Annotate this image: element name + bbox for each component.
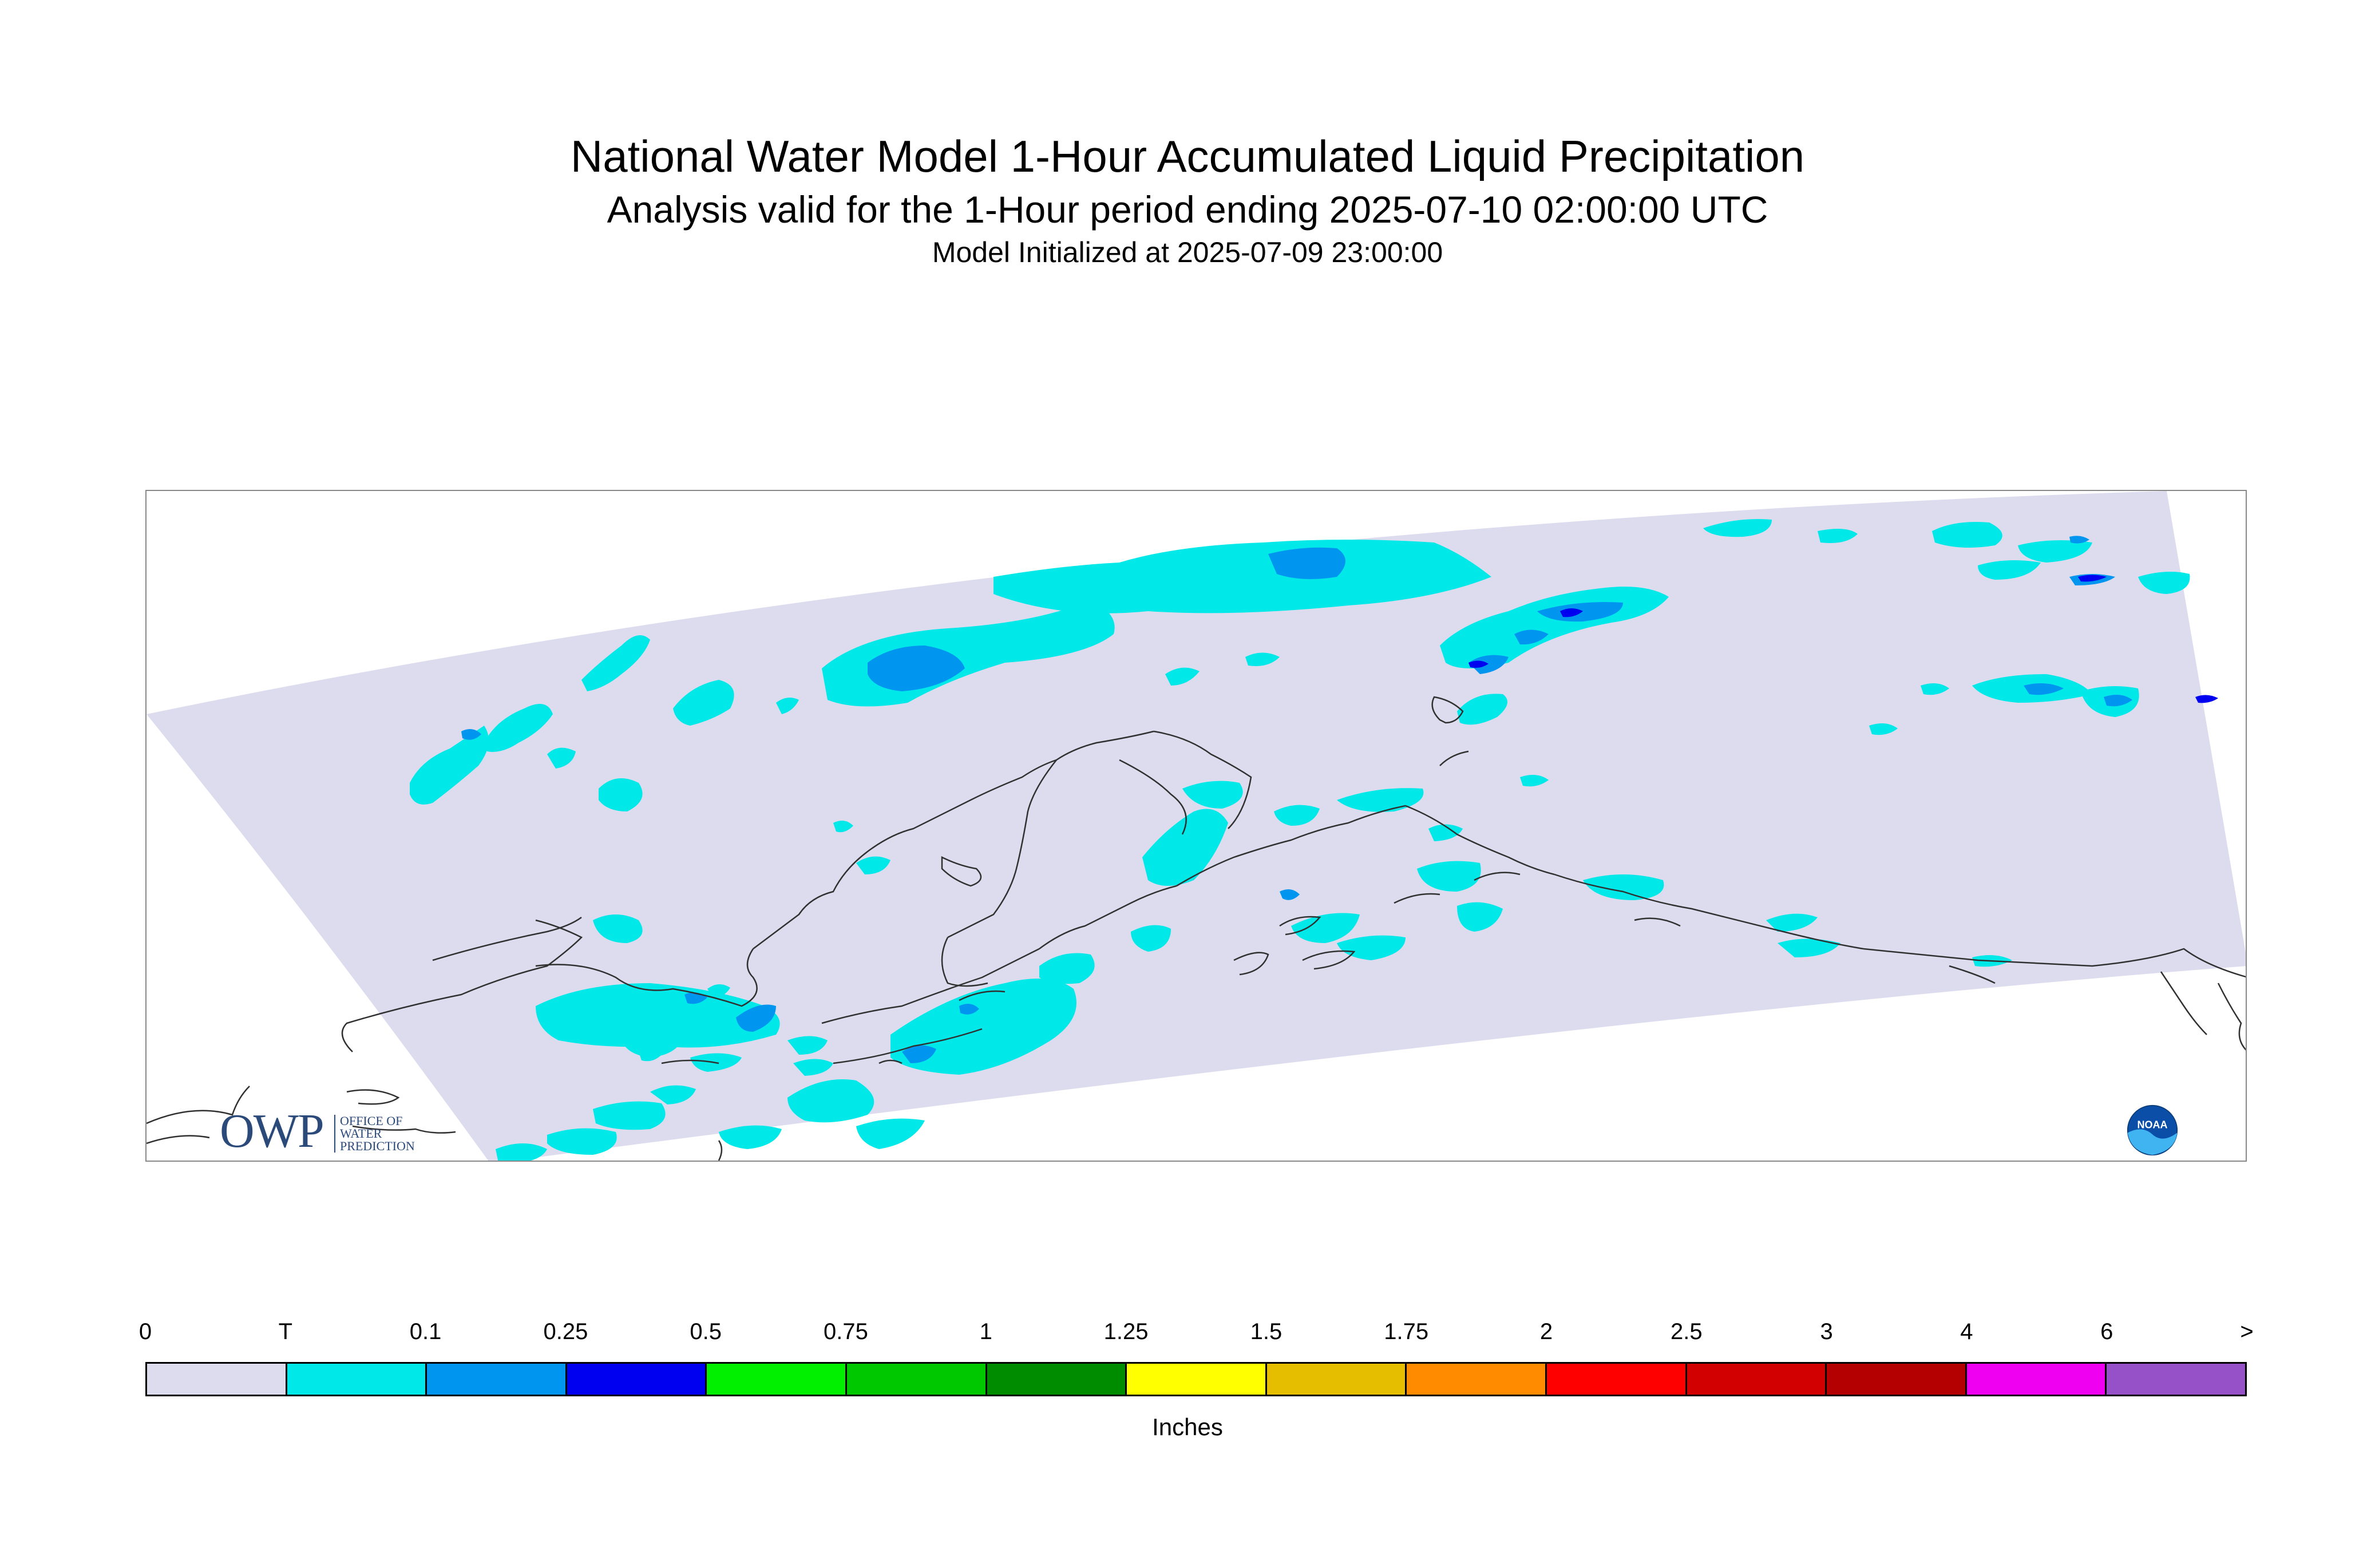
colorbar-swatch xyxy=(2107,1364,2245,1395)
owp-logo-line: WATER xyxy=(340,1126,382,1141)
colorbar-swatch xyxy=(1266,1364,1407,1395)
noaa-logo-icon: NOAA xyxy=(2127,1104,2178,1156)
colorbar-units: Inches xyxy=(1152,1413,1223,1440)
colorbar-swatch xyxy=(1827,1364,1967,1395)
colorbar-tick-label: T xyxy=(278,1319,293,1344)
precip-light-areas xyxy=(461,536,2132,1063)
precip-moderate-areas xyxy=(1468,575,2218,703)
colorbar-tick-label: 0 xyxy=(138,1319,152,1344)
colorbar-tick-label: 1.25 xyxy=(1103,1319,1149,1344)
colorbar-tick-label: 1.5 xyxy=(1250,1319,1282,1344)
colorbar-tick-label: 1 xyxy=(979,1319,992,1344)
colorbar-tick-label: 2 xyxy=(1539,1319,1553,1344)
colorbar-swatch xyxy=(1546,1364,1687,1395)
colorbar-tick-label: 0.5 xyxy=(690,1319,722,1344)
colorbar-swatch xyxy=(987,1364,1127,1395)
init-time-line: Model Initialized at 2025-07-09 23:00:00 xyxy=(932,236,1443,268)
colorbar-tick-label: 3 xyxy=(1820,1319,1833,1344)
owp-logo-line: PREDICTION xyxy=(340,1139,415,1153)
colorbar-swatch xyxy=(1966,1364,2107,1395)
colorbar-tick-label: 1.75 xyxy=(1384,1319,1429,1344)
colorbar-tick-label: 4 xyxy=(1960,1319,1973,1344)
colorbar-tick-label: 0.25 xyxy=(543,1319,588,1344)
coastlines xyxy=(147,696,2246,1161)
colorbar-swatch xyxy=(707,1364,847,1395)
colorbar xyxy=(145,1362,2247,1396)
colorbar-labels: 0 T 0.1 0.25 0.5 0.75 1 1.25 1.5 1.75 2 2.5 3 4 6 > xyxy=(139,1319,2254,1353)
colorbar-swatch xyxy=(1687,1364,1827,1395)
precipitation-map: OWP OFFICE OF WATER PREDICTION NOAA xyxy=(145,490,2247,1162)
owp-logo-text: OFFICE OF WATER PREDICTION xyxy=(334,1115,449,1153)
colorbar-swatch xyxy=(846,1364,987,1395)
map-canvas xyxy=(147,491,2246,1161)
owp-logo-line: OFFICE OF xyxy=(340,1114,403,1128)
colorbar-tick-label: 0.75 xyxy=(824,1319,868,1344)
colorbar-swatch xyxy=(427,1364,567,1395)
colorbar-swatch xyxy=(567,1364,707,1395)
colorbar-tick-label: 2.5 xyxy=(1670,1319,1703,1344)
colorbar-swatch xyxy=(1127,1364,1267,1395)
subtitle: Analysis valid for the 1-Hour period end… xyxy=(607,188,1768,231)
colorbar-tick-label: 6 xyxy=(2100,1319,2113,1344)
colorbar-swatch xyxy=(147,1364,287,1395)
noaa-logo-text: NOAA xyxy=(2138,1119,2168,1130)
colorbar-tick-label: > xyxy=(2240,1319,2254,1344)
main-title: National Water Model 1-Hour Accumulated … xyxy=(570,131,1805,181)
colorbar-tick-label: 0.1 xyxy=(409,1319,442,1344)
owp-logo-mark: OWP xyxy=(220,1104,324,1158)
colorbar-swatch xyxy=(1407,1364,1547,1395)
colorbar-swatch xyxy=(287,1364,428,1395)
